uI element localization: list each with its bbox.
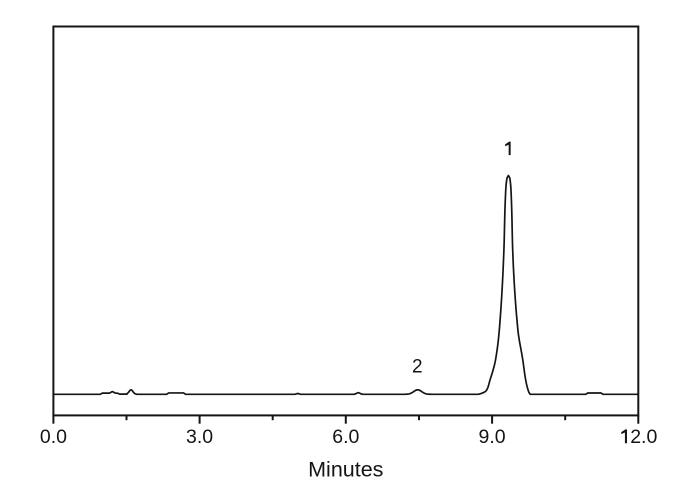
- svg-text:Minutes: Minutes: [308, 458, 383, 482]
- svg-text:0.0: 0.0: [40, 426, 67, 448]
- svg-text:2: 2: [412, 357, 423, 378]
- svg-text:9.0: 9.0: [479, 426, 506, 448]
- svg-text:2.0: 2.0: [630, 426, 657, 448]
- svg-text:6.0: 6.0: [332, 426, 359, 448]
- svg-text:3.0: 3.0: [186, 426, 213, 448]
